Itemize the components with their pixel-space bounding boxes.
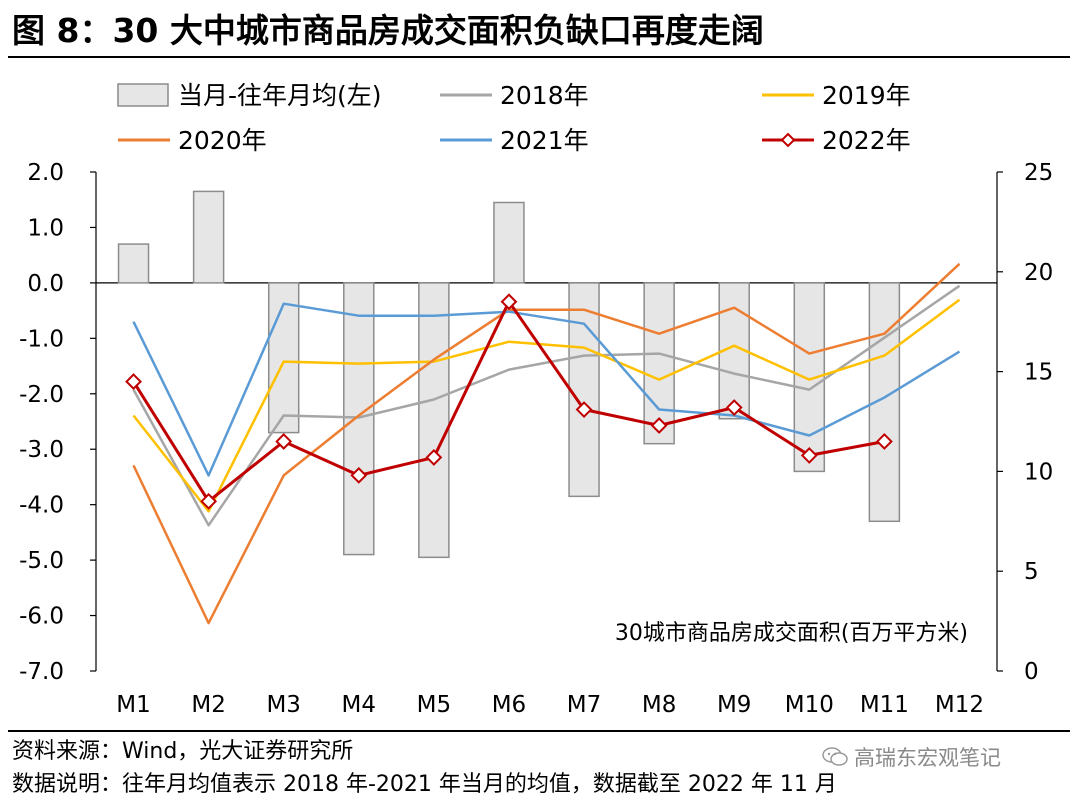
x-tick-label: M2: [191, 692, 225, 718]
point-marker: [200, 492, 218, 510]
left-tick-label: 2.0: [27, 160, 64, 186]
x-tick-label: M10: [785, 692, 834, 718]
bar: [267, 282, 300, 434]
line-series: [125, 262, 961, 625]
left-tick-label: -2.0: [19, 382, 64, 408]
point-marker: [875, 433, 893, 450]
series-line-2020年: [132, 262, 961, 625]
axes: [90, 171, 1003, 672]
source-note: 资料来源：Wind，光大证券研究所: [12, 739, 354, 764]
left-tick-label: -1.0: [19, 326, 64, 352]
x-tick-label: M7: [567, 692, 601, 718]
legend-label: 2021年: [500, 126, 589, 155]
wechat-icon: [822, 747, 848, 766]
watermark-text: 高瑞东宏观笔记: [854, 746, 1001, 770]
point-marker: [800, 447, 818, 464]
point-marker: [725, 399, 743, 416]
right-tick-label: 20: [1024, 260, 1053, 286]
series-line-2019年: [132, 298, 961, 513]
legend-label: 2019年: [822, 81, 911, 110]
explanation-note: 数据说明：往年月均值表示 2018 年-2021 年当月的均值，数据截至 202…: [12, 772, 837, 797]
x-tick-label: M8: [642, 692, 676, 718]
left-tick-label: -4.0: [19, 493, 64, 519]
point-marker: [125, 373, 142, 390]
left-tick-label: 0.0: [27, 271, 64, 297]
chart-title: 图 8：30 大中城市商品房成交面积负缺口再度走阔: [12, 11, 764, 50]
bar: [493, 201, 525, 284]
watermark: 高瑞东宏观笔记: [822, 742, 1001, 772]
x-tick-label: M3: [266, 692, 300, 718]
left-tick-label: -7.0: [19, 659, 64, 685]
x-tick-label: M9: [717, 692, 751, 718]
bar-series: [117, 190, 901, 559]
combo-chart: 当月-往年月均(左) 2018年 2019年 2020年 2021年 2022年 2.0 1…: [19, 81, 1053, 718]
right-tick-label: 10: [1024, 459, 1053, 485]
point-marker: [650, 417, 668, 434]
left-tick-label: -3.0: [19, 437, 64, 463]
legend-label: 2022年: [822, 126, 911, 155]
x-tick-label: M11: [860, 692, 909, 718]
legend: 当月-往年月均(左) 2018年 2019年 2020年 2021年 2022年: [117, 81, 911, 155]
top-rule: [8, 56, 1070, 58]
bottom-rule: [8, 730, 1070, 732]
axis-labels: 2.0 1.0 0.0 -1.0 -2.0 -3.0 -4.0 -5.0 -6.0 -7.0 25 2…: [19, 160, 1053, 718]
legend-swatch-bar: [117, 83, 169, 107]
point-marker: [350, 466, 368, 484]
left-tick-label: -6.0: [19, 604, 64, 630]
right-tick-label: 25: [1024, 160, 1053, 186]
x-tick-label: M1: [116, 692, 150, 718]
bar: [568, 282, 600, 498]
series-line-2018年: [132, 284, 961, 527]
legend-label: 当月-往年月均(左): [178, 81, 382, 110]
legend-label: 2020年: [178, 126, 267, 155]
x-tick-label: M6: [492, 692, 526, 718]
right-tick-label: 15: [1024, 360, 1053, 386]
right-tick-label: 5: [1024, 559, 1039, 585]
bar: [117, 243, 150, 284]
right-tick-label: 0: [1024, 659, 1039, 685]
x-tick-label: M5: [417, 692, 451, 718]
point-marker: [500, 293, 518, 311]
legend-label: 2018年: [500, 81, 589, 110]
legend-marker: [780, 132, 796, 148]
unit-annotation: 30城市商品房成交面积(百万平方米): [615, 621, 968, 646]
point-marker: [275, 433, 293, 450]
x-tick-label: M12: [935, 692, 984, 718]
series-line-2021年: [132, 302, 961, 477]
point-marker: [425, 449, 443, 466]
left-tick-label: -5.0: [19, 548, 64, 574]
bar: [192, 190, 225, 284]
point-marker: [575, 401, 593, 418]
bar: [643, 282, 675, 445]
bar: [418, 282, 450, 559]
left-tick-label: 1.0: [27, 215, 64, 241]
x-tick-label: M4: [342, 692, 376, 718]
